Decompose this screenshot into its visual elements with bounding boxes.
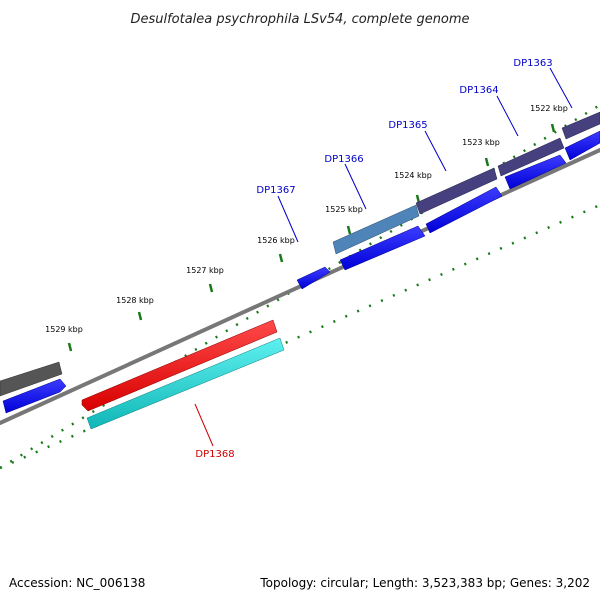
gene-label-dp1368[interactable]: DP1368: [195, 449, 234, 460]
gene-label-dp1364[interactable]: DP1364: [459, 85, 498, 96]
inner-tick-row: [0, 203, 600, 470]
accession-text: Accession: NC_006138: [9, 576, 146, 590]
cog-bar-purple-1364[interactable]: [497, 137, 565, 177]
topology-summary-text: Topology: circular; Length: 3,523,383 bp…: [260, 576, 590, 590]
major-tick-marks: [67, 123, 556, 352]
gene-label-leaders: [194, 67, 573, 447]
genome-backbone: [0, 148, 600, 425]
gene-bar-blue-1364[interactable]: [504, 154, 567, 190]
tick-label-1525: 1525 kbp: [325, 205, 363, 214]
gene-label-dp1366[interactable]: DP1366: [324, 154, 363, 165]
gene-arrow-dp1367[interactable]: [296, 266, 331, 290]
tick-label-1523: 1523 kbp: [462, 138, 500, 147]
gene-label-dp1365[interactable]: DP1365: [388, 120, 427, 131]
cog-bar-gray-left[interactable]: [0, 361, 63, 397]
gene-label-dp1363[interactable]: DP1363: [513, 58, 552, 69]
tick-label-1524: 1524 kbp: [394, 171, 432, 180]
gene-bar-blue-1363[interactable]: [564, 130, 600, 161]
tick-label-1528: 1528 kbp: [116, 296, 154, 305]
map-title: Desulfotalea psychrophila LSv54, complet…: [130, 12, 469, 27]
gene-bar-blue-1365[interactable]: [425, 186, 503, 234]
gene-bar-blue-left[interactable]: [2, 378, 67, 414]
cog-bar-steel-1366[interactable]: [332, 204, 420, 255]
tick-label-1527: 1527 kbp: [186, 266, 224, 275]
gene-arrow-dp1368-red[interactable]: [81, 319, 278, 412]
gene-bar-blue-1366[interactable]: [339, 225, 426, 271]
tick-label-1529: 1529 kbp: [45, 325, 83, 334]
tick-label-1526: 1526 kbp: [257, 236, 295, 245]
cog-bar-purple-1363[interactable]: [561, 111, 600, 140]
gene-label-dp1367[interactable]: DP1367: [256, 185, 295, 196]
cog-bar-purple-1365[interactable]: [415, 167, 498, 215]
gene-bar-cyan-1368[interactable]: [86, 337, 285, 430]
tick-label-1522: 1522 kbp: [530, 104, 568, 113]
